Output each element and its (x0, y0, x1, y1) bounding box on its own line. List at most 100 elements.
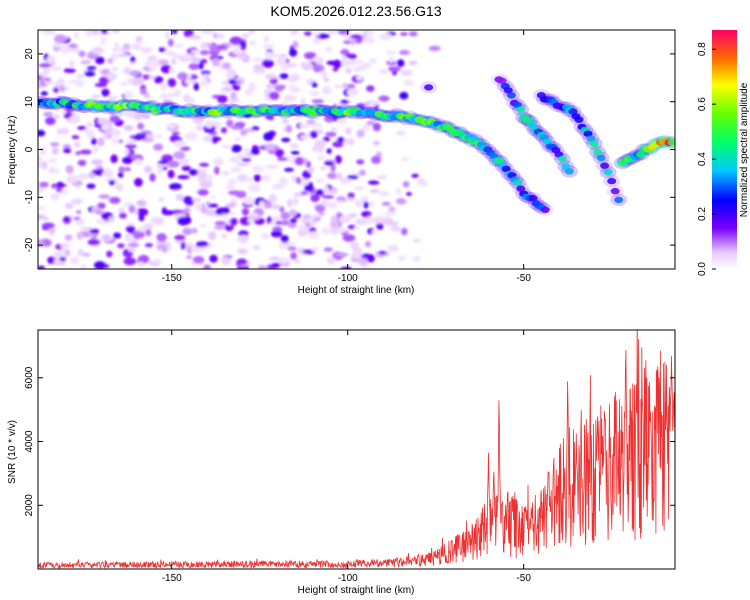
noise-speckle (315, 204, 326, 213)
snr-x-tick-label: -150 (162, 573, 182, 584)
noise-speckle (118, 166, 125, 173)
noise-speckle (345, 67, 352, 74)
noise-speckle (396, 130, 406, 136)
noise-speckle (84, 30, 95, 36)
ridge-blob (506, 92, 516, 99)
noise-speckle (355, 218, 368, 226)
noise-speckle (80, 60, 91, 65)
noise-speckle (351, 250, 364, 259)
noise-speckle (295, 177, 302, 184)
noise-speckle (293, 258, 301, 265)
noise-speckle (126, 234, 134, 243)
ridge-blob (596, 154, 606, 162)
noise-speckle (156, 134, 162, 139)
noise-speckle (347, 213, 358, 218)
noise-speckle (330, 163, 336, 172)
noise-speckle (261, 174, 271, 182)
noise-speckle (261, 59, 274, 68)
colorbar-tick-label: 0.0 (697, 262, 708, 276)
spectrogram-x-axis: -150 -100 -50 (162, 30, 531, 284)
noise-speckle (280, 235, 289, 243)
noise-speckle (387, 244, 399, 253)
noise-speckle (54, 34, 67, 43)
noise-speckle (287, 223, 297, 229)
noise-speckle (250, 149, 260, 155)
noise-speckle (212, 57, 220, 67)
noise-speckle (321, 195, 335, 199)
noise-speckle (365, 35, 372, 43)
noise-speckle (189, 169, 199, 176)
noise-speckle (363, 201, 369, 209)
noise-speckle (198, 59, 208, 64)
spectrogram-y-tick-label: 0 (24, 146, 35, 152)
noise-speckle (321, 86, 332, 95)
noise-speckle (205, 209, 216, 216)
noise-speckle (117, 172, 124, 178)
noise-speckle (399, 91, 409, 100)
noise-speckle (378, 69, 390, 75)
noise-speckle (318, 212, 325, 216)
noise-speckle (158, 47, 166, 53)
noise-speckle (267, 116, 275, 121)
noise-speckle (94, 261, 106, 269)
noise-speckle (236, 162, 250, 167)
noise-speckle (355, 199, 362, 208)
noise-speckle (182, 208, 191, 213)
snr-y-tick-label: 6000 (24, 366, 35, 389)
noise-speckle (173, 140, 187, 148)
ridge-blob (424, 84, 434, 91)
noise-speckle (83, 128, 95, 134)
noise-speckle (199, 162, 210, 167)
noise-speckle (240, 51, 248, 59)
noise-speckle (275, 221, 282, 225)
noise-speckle (192, 256, 205, 264)
noise-speckle (91, 94, 101, 99)
noise-speckle (378, 191, 390, 197)
noise-speckle (400, 69, 413, 76)
noise-speckle (82, 252, 91, 257)
noise-speckle (263, 132, 274, 141)
snr-y-label: SNR (10 * v/v) (7, 420, 18, 484)
ridge-blob (501, 165, 511, 172)
noise-speckle (300, 217, 309, 224)
noise-speckle (350, 241, 360, 250)
noise-speckle (382, 217, 394, 225)
noise-speckle (399, 50, 410, 55)
noise-speckle (109, 115, 121, 123)
ridge-blob (636, 151, 646, 158)
noise-speckle (58, 85, 66, 93)
noise-speckle (71, 198, 83, 205)
noise-speckle (63, 68, 76, 73)
ridge-blob (557, 155, 567, 163)
noise-speckle (80, 264, 87, 269)
noise-speckle (56, 78, 65, 87)
noise-speckle (198, 62, 204, 70)
noise-speckle (366, 215, 373, 225)
noise-speckle (289, 142, 300, 149)
noise-speckle (97, 117, 110, 126)
noise-speckle (73, 31, 80, 39)
noise-speckle (241, 207, 250, 216)
noise-speckle (95, 56, 105, 65)
noise-speckle (329, 204, 337, 209)
noise-speckle (306, 119, 315, 125)
noise-speckle (320, 166, 326, 171)
noise-speckle (311, 145, 320, 152)
noise-speckle (265, 164, 279, 170)
noise-speckle (287, 77, 299, 83)
snr-x-axis: -150 -100 -50 (162, 330, 531, 584)
noise-speckle (304, 184, 314, 192)
noise-speckle (298, 123, 310, 128)
noise-speckle (60, 45, 71, 54)
noise-speckle (66, 175, 79, 184)
noise-speckle (131, 43, 142, 51)
noise-speckle (75, 74, 85, 79)
noise-speckle (173, 43, 184, 48)
noise-speckle (110, 154, 118, 164)
noise-speckle (130, 61, 136, 66)
noise-speckle (153, 143, 164, 151)
noise-speckle (361, 253, 371, 259)
noise-speckle (245, 176, 253, 183)
noise-speckle (388, 56, 394, 63)
noise-speckle (346, 88, 359, 97)
